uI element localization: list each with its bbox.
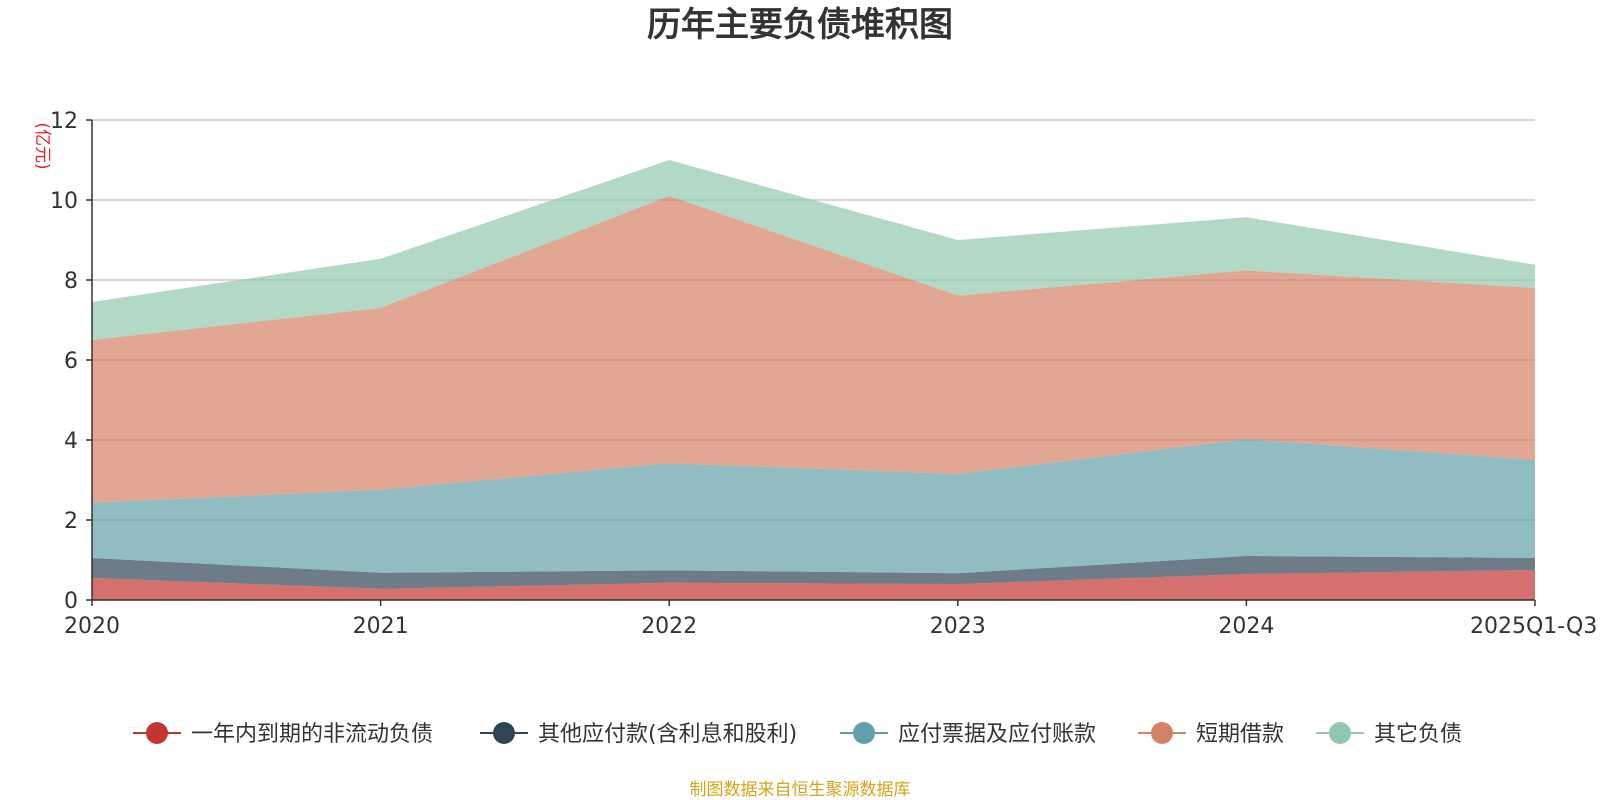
area-series-2 — [92, 439, 1535, 574]
y-tick-label-1: 2 — [64, 509, 78, 534]
legend-swatch-marker-3 — [1151, 722, 1173, 744]
area-series-4 — [92, 160, 1535, 340]
legend-item-4: 其它负债 — [1316, 722, 1462, 747]
legend-label-3: 短期借款 — [1196, 722, 1284, 747]
legend-label-4: 其它负债 — [1374, 722, 1462, 747]
x-tick-label-3: 2023 — [930, 614, 986, 639]
x-tick-label-1: 2021 — [353, 614, 409, 639]
area-series-1 — [92, 556, 1535, 589]
legend-item-0: 一年内到期的非流动负债 — [133, 722, 433, 747]
y-tick-label-0: 0 — [64, 589, 78, 614]
chart-title: 历年主要负债堆积图 — [647, 5, 953, 45]
x-tick-label-2: 2022 — [641, 614, 697, 639]
data-source-note: 制图数据来自恒生聚源数据库 — [690, 780, 911, 800]
legend-label-2: 应付票据及应付账款 — [898, 722, 1096, 747]
area-series-group — [92, 160, 1535, 600]
axes: 0 2 4 6 8 10 12 2020 2021 2022 2023 2024 2025Q1-Q3 — [50, 109, 1597, 639]
legend-item-3: 短期借款 — [1138, 722, 1284, 747]
legend-item-2: 应付票据及应付账款 — [840, 722, 1096, 747]
area-series-3 — [92, 196, 1535, 503]
x-tick-label-0: 2020 — [64, 614, 120, 639]
legend-item-1: 其他应付款(含利息和股利) — [480, 722, 797, 747]
legend: 一年内到期的非流动负债 其他应付款(含利息和股利) 应付票据及应付账款 短期借款 其它负… — [133, 722, 1462, 747]
legend-swatch-marker-1 — [493, 722, 515, 744]
legend-swatch-marker-0 — [146, 722, 168, 744]
y-tick-label-4: 8 — [64, 269, 78, 294]
x-tick-label-4: 2024 — [1218, 614, 1274, 639]
legend-swatch-marker-2 — [853, 722, 875, 744]
y-tick-label-2: 4 — [64, 429, 78, 454]
legend-label-0: 一年内到期的非流动负债 — [191, 722, 433, 747]
y-tick-label-5: 10 — [50, 189, 78, 214]
x-tick-label-5: 2025Q1-Q3 — [1470, 614, 1597, 639]
y-axis-unit-label: (亿元) — [32, 122, 52, 169]
legend-label-1: 其他应付款(含利息和股利) — [538, 722, 797, 747]
y-tick-label-6: 12 — [50, 109, 78, 134]
legend-swatch-marker-4 — [1329, 722, 1351, 744]
area-series-0 — [92, 570, 1535, 600]
y-tick-label-3: 6 — [64, 349, 78, 374]
